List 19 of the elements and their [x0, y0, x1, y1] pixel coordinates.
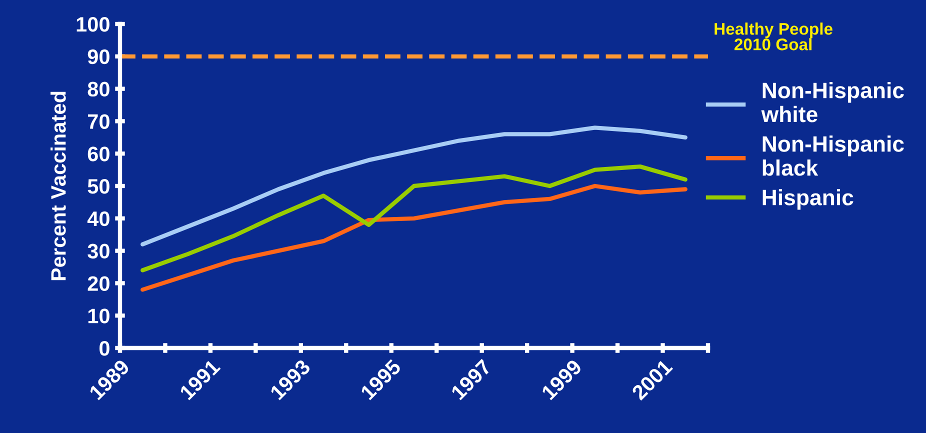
legend-label: Non-Hispanic white: [761, 82, 904, 122]
legend-label: Hispanic: [762, 189, 854, 210]
y-tick-label: 10: [88, 308, 110, 324]
y-tick-label: 70: [88, 114, 110, 129]
ref-line-label: Healthy People 2010 Goal: [714, 22, 832, 50]
y-tick-label: 0: [100, 341, 110, 356]
y-tick-label: 20: [88, 276, 110, 291]
y-tick-label: 60: [88, 146, 110, 162]
y-axis-title: Percent Vaccinated: [50, 92, 66, 280]
line-series: [140, 126, 688, 246]
y-tick-label: 90: [88, 49, 110, 64]
line-series: [140, 184, 688, 292]
y-tick-label: 50: [88, 179, 110, 194]
y-tick-label: 30: [88, 244, 110, 259]
y-tick-label: 40: [87, 211, 110, 226]
legend-label: Non-Hispanic black: [762, 136, 904, 176]
y-tick-label: 80: [88, 82, 110, 97]
line-series: [140, 164, 688, 272]
y-tick-label: 100: [76, 17, 110, 32]
